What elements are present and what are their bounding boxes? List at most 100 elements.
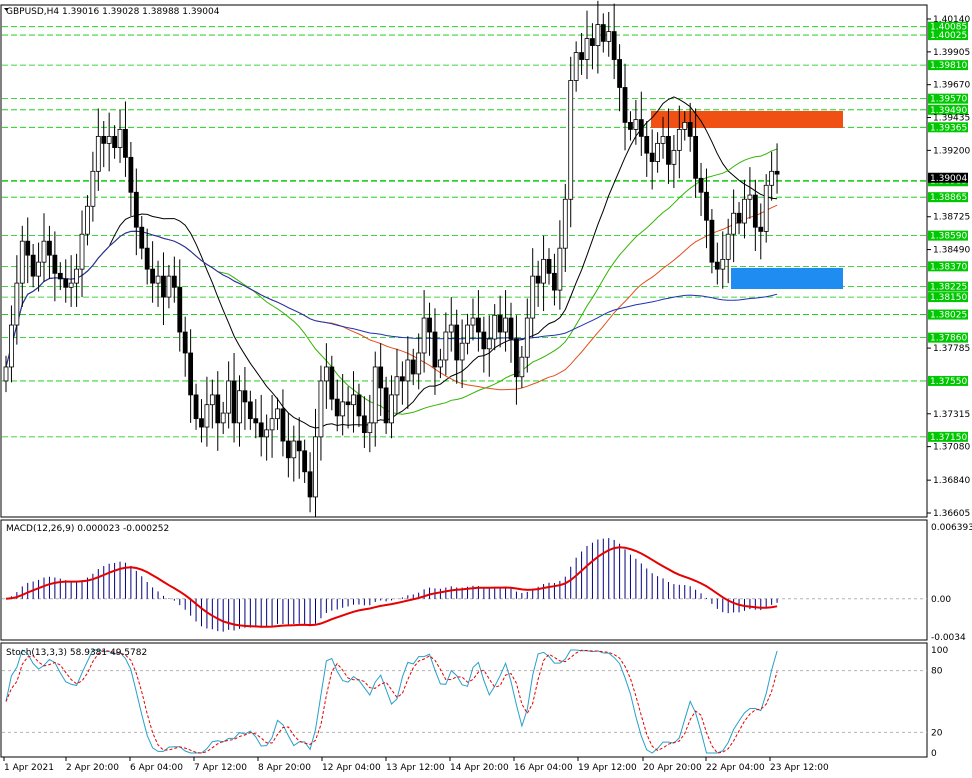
candle-body[interactable] [242,390,248,403]
candle-body[interactable] [514,338,519,378]
candle-body[interactable] [682,122,688,130]
candle-body[interactable] [649,152,655,162]
candle-body[interactable] [68,282,74,288]
candle-body[interactable] [144,247,150,270]
candle-body[interactable] [361,415,367,434]
candle-body[interactable] [318,380,324,438]
candle-body[interactable] [633,119,639,130]
candle-body[interactable] [427,317,432,333]
candle-body[interactable] [253,418,259,424]
candle-body[interactable] [351,394,356,406]
candle-body[interactable] [590,38,595,46]
candle-body[interactable] [323,366,329,382]
candle-body[interactable] [74,268,79,284]
candle-body[interactable] [14,282,20,326]
candle-body[interactable] [182,331,188,354]
price-pane[interactable] [0,4,928,518]
candle-body[interactable] [579,52,584,60]
candle-body[interactable] [199,418,204,428]
candle-body[interactable] [334,398,340,417]
candle-body[interactable] [258,422,264,438]
candle-body[interactable] [752,194,758,228]
candle-body[interactable] [41,240,47,263]
candle-body[interactable] [747,194,753,200]
candle-body[interactable] [307,471,313,498]
candle-body[interactable] [519,356,525,378]
candle-body[interactable] [275,408,280,420]
candle-body[interactable] [188,352,194,396]
candle-body[interactable] [622,87,628,123]
candle-body[interactable] [285,440,291,459]
candle-body[interactable] [617,59,622,88]
candle-body[interactable] [611,31,617,60]
candle-body[interactable] [763,184,769,232]
candle-body[interactable] [671,149,677,165]
candle-body[interactable] [85,205,90,235]
candle-body[interactable] [383,387,389,424]
candle-body[interactable] [112,135,117,148]
candle-body[interactable] [758,226,764,232]
candle-body[interactable] [139,226,145,249]
candle-body[interactable] [524,317,530,358]
candle-body[interactable] [264,429,270,438]
candle-body[interactable] [660,135,666,144]
candle-body[interactable] [595,24,601,46]
candle-body[interactable] [57,272,63,280]
candle-body[interactable] [465,324,470,344]
candle-body[interactable] [448,324,454,333]
candle-body[interactable] [638,119,644,137]
candle-body[interactable] [90,170,96,207]
candle-body[interactable] [220,412,226,424]
candle-body[interactable] [367,422,373,434]
candle-body[interactable] [19,240,25,284]
candle-body[interactable] [437,359,443,368]
candle-body[interactable] [541,258,546,284]
candle-body[interactable] [291,440,297,459]
candle-body[interactable] [714,261,720,270]
macd-signal[interactable] [5,546,778,628]
candle-body[interactable] [123,128,128,158]
candle-body[interactable] [79,233,85,270]
stoch-signal-line[interactable] [5,649,778,754]
candle-body[interactable] [231,380,237,424]
candle-body[interactable] [345,401,351,406]
stoch-main-line[interactable] [5,649,778,754]
candle-body[interactable] [628,122,633,130]
candle-body[interactable] [296,440,302,452]
candle-body[interactable] [497,314,503,333]
candle-body[interactable] [215,394,221,424]
candle-body[interactable] [25,240,31,256]
candle-body[interactable] [693,135,699,179]
candle-body[interactable] [492,314,498,340]
candle-body[interactable] [247,401,253,420]
candle-body[interactable] [340,401,346,417]
candle-body[interactable] [731,212,737,235]
candle-body[interactable] [742,198,747,224]
candle-body[interactable] [193,394,199,420]
candle-body[interactable] [302,450,308,473]
stoch-pane[interactable] [0,642,928,758]
candle-body[interactable] [769,170,775,186]
candle-body[interactable] [237,390,242,424]
candle-body[interactable] [481,331,487,350]
candle-body[interactable] [432,331,438,368]
candle-body[interactable] [394,376,400,396]
candle-body[interactable] [389,394,394,424]
candle-body[interactable] [36,261,41,277]
resistance-zone[interactable] [651,111,843,128]
macd-pane[interactable] [0,519,928,641]
candle-body[interactable] [459,342,465,361]
candle-body[interactable] [606,31,612,42]
candle-body[interactable] [269,418,275,431]
candle-body[interactable] [161,275,166,298]
candle-body[interactable] [698,177,704,193]
candle-body[interactable] [644,135,650,154]
candle-body[interactable] [410,359,416,375]
candle-body[interactable] [133,191,139,228]
candle-body[interactable] [280,408,286,442]
candle-body[interactable] [508,317,514,340]
candle-body[interactable] [63,278,69,288]
support-zone[interactable] [731,268,843,289]
candle-body[interactable] [155,275,161,284]
candle-body[interactable] [47,240,52,256]
